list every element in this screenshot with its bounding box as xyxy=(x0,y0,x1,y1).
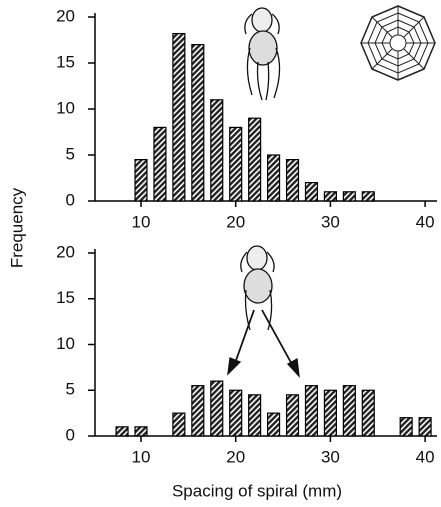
y-axis-label: Frequency xyxy=(7,187,26,268)
bar xyxy=(323,389,337,437)
x-tick-label: 40 xyxy=(416,212,435,231)
y-tick-label: 5 xyxy=(66,144,75,163)
bar xyxy=(361,389,375,437)
bar xyxy=(134,159,148,202)
bar xyxy=(210,380,224,437)
x-tick-label: 40 xyxy=(416,447,435,466)
bar xyxy=(285,159,300,202)
bar xyxy=(285,394,300,437)
x-tick-label: 10 xyxy=(132,212,151,231)
bar xyxy=(191,43,205,202)
y-tick-label: 10 xyxy=(56,334,75,353)
bar xyxy=(418,417,432,437)
bar xyxy=(134,426,148,437)
y-tick-label: 10 xyxy=(56,98,75,117)
bar xyxy=(210,99,224,202)
bar xyxy=(304,182,319,202)
x-tick-label: 20 xyxy=(226,447,245,466)
bar xyxy=(361,191,375,202)
y-tick-label: 15 xyxy=(56,288,75,307)
y-tick-label: 5 xyxy=(66,380,75,399)
bar xyxy=(267,154,281,202)
y-tick-label: 0 xyxy=(66,425,75,444)
bar xyxy=(323,191,337,202)
x-tick-label: 10 xyxy=(132,447,151,466)
x-axis-label: Spacing of spiral (mm) xyxy=(172,481,342,500)
spider-icon xyxy=(227,245,300,378)
bar xyxy=(115,426,129,437)
y-tick-label: 0 xyxy=(66,190,75,209)
bar xyxy=(229,389,243,437)
x-tick-label: 20 xyxy=(226,212,245,231)
y-tick-label: 20 xyxy=(56,6,75,25)
bar xyxy=(172,32,186,202)
bar xyxy=(191,385,205,437)
x-tick-label: 30 xyxy=(321,447,340,466)
bar xyxy=(342,385,356,437)
bar xyxy=(229,126,243,202)
bar xyxy=(172,412,186,437)
bar xyxy=(342,191,356,202)
spider-icon xyxy=(244,7,281,101)
y-tick-label: 20 xyxy=(56,242,75,261)
bar xyxy=(248,117,262,202)
web-icon xyxy=(360,5,436,81)
bar xyxy=(267,412,281,437)
bar xyxy=(248,394,262,437)
y-tick-label: 15 xyxy=(56,52,75,71)
bar xyxy=(304,385,319,437)
x-tick-label: 30 xyxy=(321,212,340,231)
bar xyxy=(399,417,413,437)
bar xyxy=(153,126,167,202)
